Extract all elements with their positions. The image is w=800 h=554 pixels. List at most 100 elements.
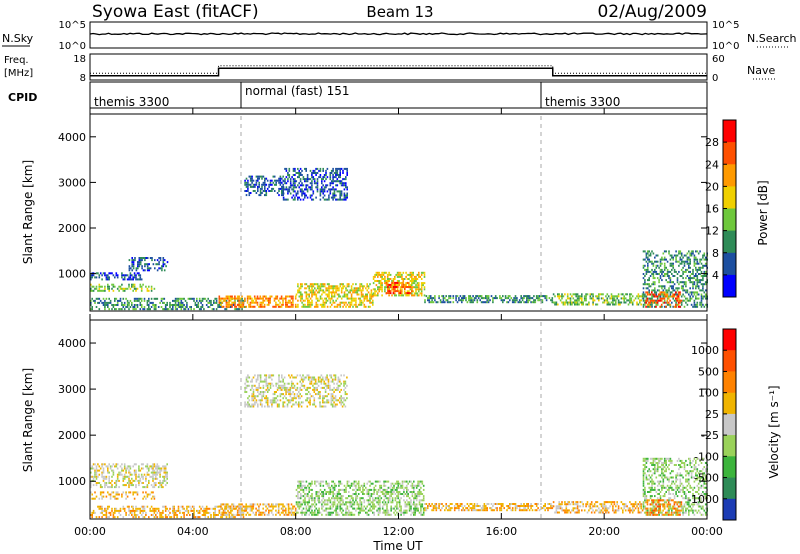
scatter-cell [581,299,583,302]
scatter-cell [355,495,357,498]
scatter-cell [480,301,483,304]
scatter-cell [162,486,164,489]
scatter-cell [90,301,92,304]
scatter-cell [298,486,301,489]
scatter-cell [406,292,409,295]
scatter-cell [389,290,392,293]
scatter-cell [463,297,466,300]
scatter-cell [307,501,309,504]
scatter-cell [627,299,630,302]
scatter-cell [422,271,424,274]
scatter-cell [142,505,144,508]
scatter-cell [232,503,235,506]
scatter-cell [420,290,423,293]
scatter-cell [236,509,239,512]
scatter-cell [321,480,323,483]
scatter-cell [690,297,693,300]
scatter-cell [285,397,287,400]
scatter-cell [678,287,680,290]
scatter-cell [418,290,420,293]
scatter-cell [197,306,200,308]
scatter-cell [686,258,689,261]
scatter-cell [122,505,125,508]
scatter-cell [150,484,153,487]
scatter-cell [186,507,188,510]
scatter-cell [108,276,110,279]
scatter-cell [148,267,150,270]
scatter-cell [326,283,329,286]
scatter-cell [373,486,375,489]
scatter-cell [139,259,142,262]
scatter-cell [335,172,337,174]
scatter-cell [279,179,282,182]
scatter-cell [115,491,118,494]
scatter-cell [689,254,691,257]
scatter-cell [392,284,395,287]
scatter-cell [607,301,610,304]
scatter-cell [669,285,672,288]
scatter-cell [174,308,177,311]
scatter-cell [395,273,397,276]
scatter-cell [308,303,310,306]
scatter-cell [237,308,239,311]
scatter-cell [333,482,336,485]
scatter-cell [118,473,120,476]
scatter-cell [323,297,326,300]
scatter-cell [298,174,300,176]
scatter-cell [331,503,333,506]
scatter-cell [503,299,505,302]
scatter-cell [391,497,394,500]
scatter-cell [574,299,576,302]
scatter-cell [325,287,327,290]
scatter-cell [395,294,397,297]
scatter-cell [238,511,240,514]
scatter-cell [91,493,93,496]
scatter-cell [398,501,401,504]
scatter-cell [672,262,674,265]
scatter-cell [140,509,143,512]
scatter-cell [172,308,174,311]
scatter-cell [247,384,249,387]
scatter-cell [284,188,286,191]
scatter-cell [273,505,276,508]
scatter-cell [647,305,649,308]
scatter-cell [480,297,483,300]
scatter-cell [200,301,202,304]
scatter-cell [242,516,245,519]
scatter-cell [695,285,697,288]
scatter-cell [332,176,334,179]
scatter-cell [702,266,704,269]
scatter-cell [344,393,347,396]
scatter-cell [680,260,683,263]
scatter-cell [172,505,174,508]
scatter-cell [541,299,544,302]
scatter-cell [360,299,363,302]
scatter-cell [279,305,281,308]
scatter-cell [680,303,683,306]
scatter-cell [264,391,266,393]
scatter-cell [313,182,316,185]
scatter-cell [177,306,180,308]
scatter-cell [654,283,656,286]
scatter-cell [333,194,336,197]
scatter-cell [146,289,149,292]
scatter-cell [328,499,330,502]
scatter-cell [309,188,312,191]
scatter-cell [245,190,248,192]
scatter-cell [327,382,330,385]
scatter-cell [350,293,353,296]
scatter-cell [384,501,387,504]
scatter-cell [326,198,329,201]
scatter-cell [381,493,384,495]
scatter-cell [102,514,105,516]
scatter-cell [91,497,93,500]
scatter-cell [350,501,353,504]
scatter-cell [215,297,218,300]
scatter-cell [189,514,191,516]
scatter-cell [297,184,299,187]
scatter-cell [304,287,306,290]
scatter-cell [98,297,101,300]
scatter-cell [669,291,672,294]
scatter-cell [370,289,373,292]
scatter-cell [224,509,226,512]
